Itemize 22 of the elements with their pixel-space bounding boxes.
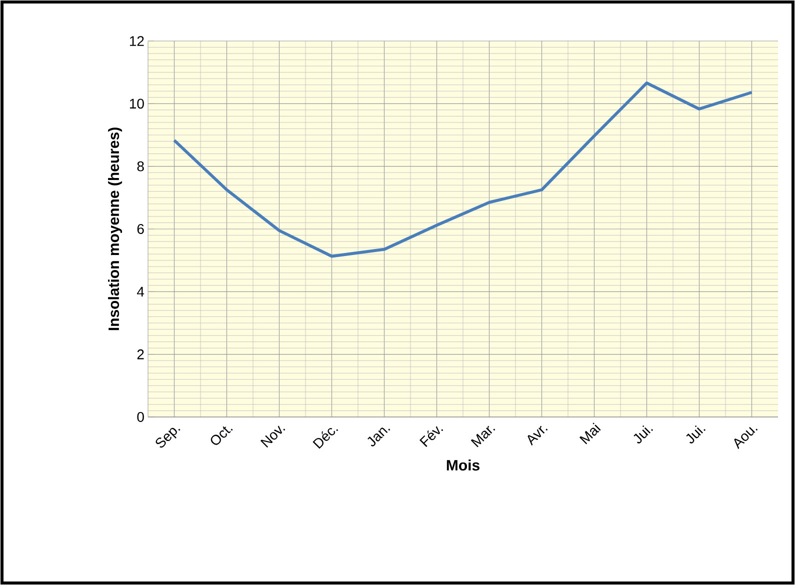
x-tick-label: Fév. xyxy=(420,426,444,447)
x-axis-title: Mois xyxy=(446,460,480,471)
x-tick-label: Avr. xyxy=(528,426,548,446)
x-tick-label: Jui. xyxy=(634,425,654,444)
x-tick-label: Jan. xyxy=(368,428,390,446)
x-tick-label: Déc. xyxy=(312,428,338,449)
x-tick-label: Nov. xyxy=(260,426,286,448)
x-tick-label: Mar. xyxy=(470,426,496,448)
x-tick-label: Oct. xyxy=(210,426,233,445)
y-tick-label: 6 xyxy=(137,224,144,234)
y-tick-label: 12 xyxy=(130,36,144,46)
y-axis-title: Insolation moyenne (heures) xyxy=(108,128,122,330)
line-series xyxy=(172,81,754,258)
y-tick-label: 10 xyxy=(130,98,144,109)
y-tick-label: 2 xyxy=(137,349,144,360)
x-tick-label: Mai xyxy=(579,422,601,444)
x-tick-label: Aou. xyxy=(734,426,758,450)
x-tick-label: Jui. xyxy=(686,425,706,444)
x-tick-label: Sep. xyxy=(156,428,180,448)
y-tick-label: 8 xyxy=(137,161,144,172)
y-tick-label: 0 xyxy=(137,412,144,422)
y-tick-label: 4 xyxy=(137,286,144,296)
